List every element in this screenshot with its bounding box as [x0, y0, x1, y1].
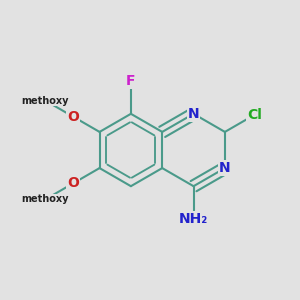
Text: Cl: Cl — [247, 108, 262, 122]
Text: F: F — [126, 74, 136, 88]
Text: O: O — [67, 110, 79, 124]
Text: O: O — [67, 176, 79, 190]
Text: N: N — [219, 161, 231, 175]
Text: N: N — [188, 107, 200, 121]
Text: NH₂: NH₂ — [179, 212, 208, 226]
Text: methoxy: methoxy — [22, 194, 69, 204]
Text: methoxy: methoxy — [22, 96, 69, 106]
